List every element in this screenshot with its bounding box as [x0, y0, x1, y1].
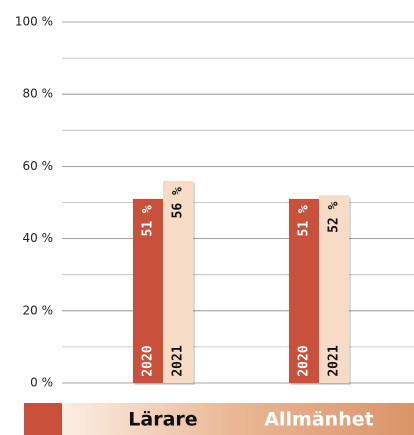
y-tick-label: 20 % — [23, 303, 54, 317]
value-label: 52 % — [327, 201, 342, 232]
category-label: Allmänhet — [264, 409, 373, 431]
y-tick-label: 100 % — [15, 15, 53, 29]
bar — [289, 198, 319, 383]
value-label: 51 % — [297, 205, 312, 236]
value-label: 51 % — [141, 205, 156, 236]
bar — [319, 195, 349, 383]
series-label: 2020 — [297, 345, 312, 376]
value-label: 56 % — [171, 187, 186, 218]
category-strip — [62, 403, 414, 435]
bar — [163, 180, 193, 383]
bar — [133, 198, 163, 383]
series-label: 2021 — [171, 345, 186, 376]
y-tick-label: 40 % — [23, 231, 54, 245]
series-label: 2020 — [141, 345, 156, 376]
category-strip-marker — [24, 403, 62, 435]
category-label: Lärare — [128, 409, 197, 431]
series-label: 2021 — [327, 345, 342, 376]
y-tick-label: 60 % — [23, 159, 54, 173]
y-tick-label: 80 % — [23, 87, 54, 101]
y-tick-label: 0 % — [30, 376, 53, 390]
